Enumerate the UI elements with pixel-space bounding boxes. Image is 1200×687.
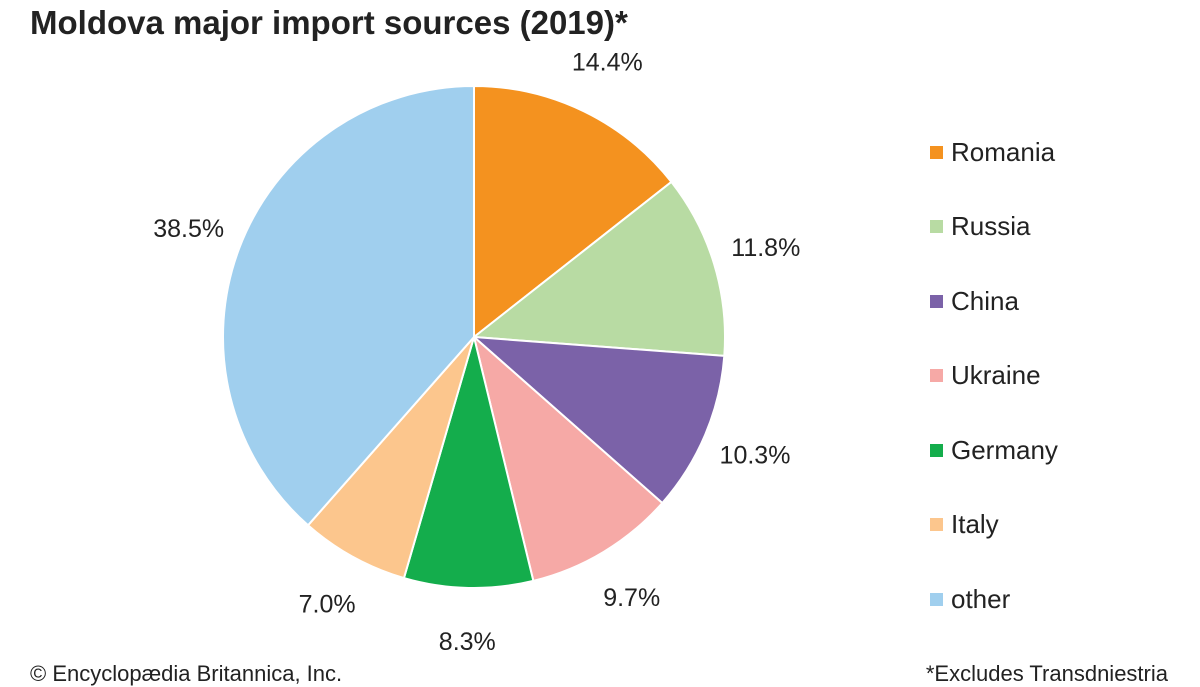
percent-label-germany: 8.3% bbox=[439, 628, 496, 656]
legend-label: Romania bbox=[951, 136, 1056, 167]
legend-label: Ukraine bbox=[951, 360, 1041, 391]
percent-label-romania: 14.4% bbox=[572, 49, 643, 77]
percent-label-ukraine: 9.7% bbox=[603, 584, 660, 612]
legend-swatch bbox=[930, 443, 943, 457]
legend-swatch bbox=[930, 518, 943, 532]
legend-item-germany: Germany bbox=[930, 413, 1058, 488]
legend-swatch bbox=[930, 592, 943, 606]
pie-slice-italy bbox=[307, 336, 475, 580]
pie-slice-ukraine bbox=[473, 336, 664, 582]
legend-label: Germany bbox=[951, 434, 1058, 465]
chart-title: Moldova major import sources (2019)* bbox=[30, 4, 628, 41]
legend-label: China bbox=[951, 285, 1019, 316]
legend-item-other: other bbox=[930, 562, 1058, 637]
copyright-credit: © Encyclopædia Britannica, Inc. bbox=[30, 661, 343, 686]
legend-item-romania: Romania bbox=[930, 115, 1058, 190]
pie-percent-labels: 14.4% 11.8% 10.3% 9.7% 8.3% 7.0% 38.5% bbox=[153, 49, 800, 656]
legend: Romania Russia China Ukraine Germany Italy oth… bbox=[930, 115, 1058, 637]
pie-slice-russia bbox=[473, 180, 726, 357]
legend-label: Russia bbox=[951, 211, 1031, 242]
pie-slice-china bbox=[473, 336, 726, 504]
pie-slice-other bbox=[222, 85, 475, 527]
percent-label-other: 38.5% bbox=[153, 215, 224, 243]
legend-item-ukraine: Ukraine bbox=[930, 339, 1058, 414]
footnote: *Excludes Transdniestria bbox=[925, 661, 1168, 686]
legend-label: other bbox=[951, 583, 1011, 614]
legend-swatch bbox=[930, 369, 943, 383]
percent-label-italy: 7.0% bbox=[299, 590, 356, 618]
pie-slice-germany bbox=[402, 336, 535, 589]
percent-label-russia: 11.8% bbox=[731, 234, 800, 262]
legend-swatch bbox=[930, 145, 943, 159]
pie-slice-romania bbox=[473, 85, 673, 338]
legend-item-italy: Italy bbox=[930, 488, 1058, 563]
legend-swatch bbox=[930, 294, 943, 308]
legend-label: Italy bbox=[951, 509, 999, 540]
legend-swatch bbox=[930, 220, 943, 234]
percent-label-china: 10.3% bbox=[720, 442, 791, 470]
legend-item-russia: Russia bbox=[930, 190, 1058, 265]
pie-slices bbox=[222, 85, 726, 589]
legend-item-china: China bbox=[930, 264, 1058, 339]
